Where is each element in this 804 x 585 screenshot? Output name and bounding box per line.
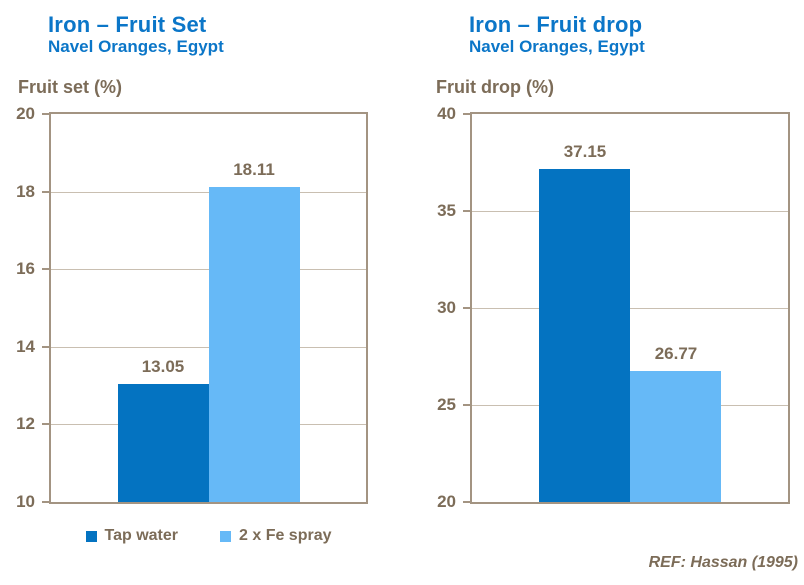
- y-axis-tick: [42, 423, 51, 425]
- y-axis-tick: [463, 210, 472, 212]
- y-axis-tick-label: 16: [16, 259, 35, 278]
- chart-legend: Tap water 2 x Fe spray: [49, 527, 368, 545]
- y-axis-tick-label: 18: [16, 182, 35, 201]
- gridline: [472, 211, 788, 212]
- y-axis-tick: [463, 307, 472, 309]
- reference-text: REF: Hassan (1995): [648, 554, 798, 571]
- y-axis-title: Fruit set (%): [18, 77, 123, 97]
- bar-value-label: 13.05: [141, 357, 185, 376]
- y-axis-tick-label: 35: [437, 201, 456, 220]
- y-axis-tick: [42, 501, 51, 503]
- plot-area: [470, 112, 790, 504]
- y-axis-tick: [463, 404, 472, 406]
- chart-subtitle: Navel Oranges, Egypt: [469, 37, 645, 56]
- y-axis-tick-label: 14: [16, 337, 35, 356]
- y-axis-tick-label: 25: [437, 395, 456, 414]
- fruit-drop-chart-panel: Iron – Fruit drop Navel Oranges, Egypt F…: [421, 0, 804, 585]
- legend-label: Tap water: [104, 527, 179, 544]
- y-axis-tick: [42, 268, 51, 270]
- legend-label: 2 x Fe spray: [239, 527, 332, 544]
- tap-water-swatch-icon: [85, 530, 97, 542]
- gridline: [472, 308, 788, 309]
- plot-area: [49, 112, 368, 504]
- bar-value-label: 37.15: [563, 142, 607, 161]
- y-axis-tick-label: 30: [437, 298, 456, 317]
- y-axis-title: Fruit drop (%): [436, 77, 554, 97]
- bar-2-x-fe-spray: [630, 371, 721, 502]
- fruit-set-chart-panel: Iron – Fruit Set Navel Oranges, Egypt Fr…: [16, 12, 368, 545]
- fe-spray-swatch-icon: [220, 530, 231, 542]
- y-axis-tick-label: 10: [16, 492, 35, 511]
- y-axis-tick: [42, 191, 51, 193]
- gridline: [51, 347, 366, 348]
- gridline: [51, 192, 366, 193]
- y-axis-tick: [42, 346, 51, 348]
- legend-item-fe-spray: 2 x Fe spray: [220, 527, 332, 545]
- gridline: [51, 269, 366, 270]
- bar-tap-water: [118, 384, 209, 502]
- chart-title: Iron – Fruit drop: [469, 12, 643, 37]
- y-axis-tick-label: 20: [437, 492, 456, 511]
- y-axis-tick: [463, 113, 472, 115]
- y-axis-tick: [463, 501, 472, 503]
- y-axis-tick-label: 40: [437, 104, 456, 123]
- legend-item-tap-water: Tap water: [85, 527, 179, 545]
- y-axis-tick: [42, 113, 51, 115]
- y-axis-tick-label: 12: [16, 414, 35, 433]
- bar-value-label: 18.11: [233, 160, 275, 179]
- chart-subtitle: Navel Oranges, Egypt: [48, 37, 224, 56]
- chart-title: Iron – Fruit Set: [48, 12, 207, 37]
- y-axis-tick-label: 20: [16, 104, 35, 123]
- bar-value-label: 26.77: [654, 344, 698, 363]
- bar-2-x-fe-spray: [209, 187, 300, 502]
- bar-tap-water: [539, 169, 630, 502]
